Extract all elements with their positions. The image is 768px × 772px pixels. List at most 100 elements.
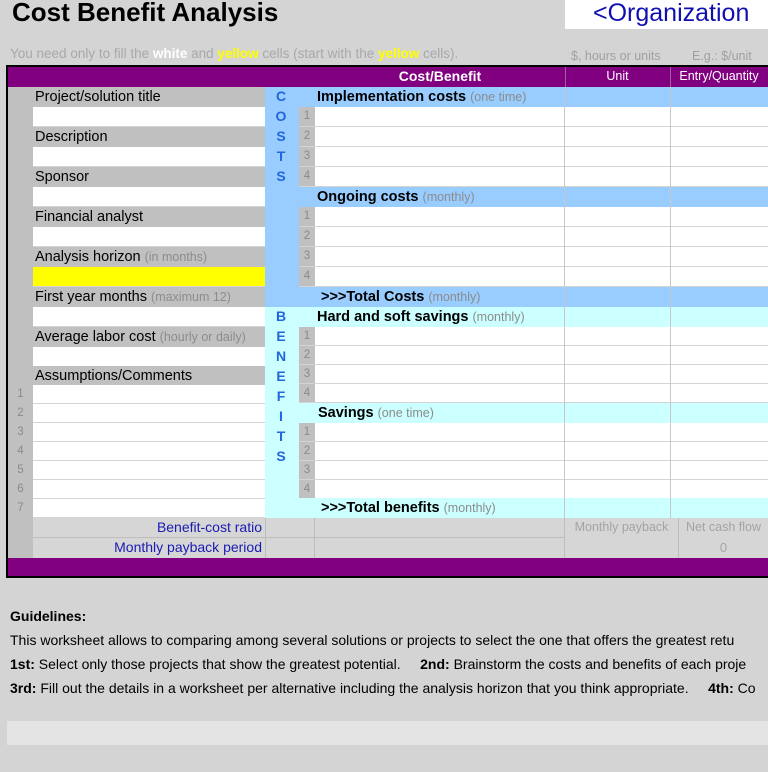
ongoing-cost-row[interactable] <box>315 267 768 286</box>
net-cash-flow-value: 0 <box>719 540 728 555</box>
costs-letter: S <box>276 128 286 144</box>
assumption-number: 4 <box>17 445 24 457</box>
benefits-letter: N <box>275 348 287 364</box>
page-title: Cost Benefit Analysis <box>12 0 279 27</box>
benefits-letter: E <box>276 328 286 344</box>
benefits-letter: S <box>276 448 286 464</box>
row-number: 2 <box>299 346 315 364</box>
savings-row[interactable] <box>315 480 768 498</box>
savings-label: Savings (one time) <box>318 405 434 421</box>
savings-row[interactable] <box>315 442 768 460</box>
row-number: 3 <box>299 247 315 266</box>
field-label-analysis-horizon: Analysis horizon (in months) <box>8 247 265 267</box>
costs-side-band <box>265 107 299 187</box>
total-costs-row <box>265 287 768 307</box>
title-input[interactable] <box>33 107 265 126</box>
benefits-side-band <box>265 307 299 518</box>
total-costs-label: >>>Total Costs (monthly) <box>321 289 481 305</box>
field-label-title: Project/solution title <box>8 87 265 107</box>
assumption-number: 3 <box>17 426 24 438</box>
hard-soft-savings-row[interactable] <box>315 384 768 402</box>
hard-soft-savings-label: Hard and soft savings (monthly) <box>317 309 525 325</box>
ongoing-costs-header <box>265 187 768 207</box>
financial-analyst-input[interactable] <box>33 227 265 246</box>
bottom-strip <box>7 721 768 745</box>
table-header-bar <box>8 67 768 87</box>
implementation-cost-row[interactable] <box>315 127 768 146</box>
row-number: 1 <box>299 107 315 126</box>
ongoing-cost-row[interactable] <box>315 227 768 246</box>
assumption-number: 2 <box>17 407 24 419</box>
row-number: 4 <box>299 167 315 186</box>
ongoing-costs-label: Ongoing costs (monthly) <box>317 189 475 205</box>
field-label-first-year-months: First year months (maximum 12) <box>8 287 265 307</box>
assumption-row[interactable] <box>33 461 265 479</box>
average-labor-cost-input[interactable] <box>33 347 265 366</box>
analysis-horizon-input[interactable] <box>33 267 265 286</box>
net-cash-flow-label: Net cash flow <box>685 520 762 534</box>
implementation-cost-row[interactable] <box>315 107 768 126</box>
savings-row[interactable] <box>315 461 768 479</box>
assumption-number: 7 <box>17 502 24 514</box>
assumption-row[interactable] <box>33 442 265 460</box>
monthly-payback-period-label: Monthly payback period <box>114 539 262 555</box>
first-year-months-input[interactable] <box>33 307 265 326</box>
ongoing-cost-row[interactable] <box>315 247 768 266</box>
row-number: 4 <box>299 480 315 498</box>
assumption-row[interactable] <box>33 499 265 517</box>
hard-soft-savings-header <box>299 307 768 327</box>
total-benefits-row <box>299 498 768 518</box>
instruction-text: You need only to fill the white and yell… <box>10 46 458 61</box>
row-number: 2 <box>299 127 315 146</box>
assumption-row[interactable] <box>33 423 265 441</box>
assumption-row[interactable] <box>33 480 265 498</box>
assumption-number: 1 <box>17 388 24 400</box>
ongoing-cost-row[interactable] <box>315 207 768 226</box>
description-input[interactable] <box>33 147 265 166</box>
hard-soft-savings-row[interactable] <box>315 346 768 364</box>
field-label-assumptions: Assumptions/Comments <box>8 366 265 386</box>
assumption-row[interactable] <box>33 385 265 403</box>
hard-soft-savings-row[interactable] <box>315 365 768 383</box>
guidelines-intro: This worksheet allows to comparing among… <box>10 632 735 648</box>
benefits-letter: I <box>279 408 283 424</box>
implementation-costs-label: Implementation costs (one time) <box>317 89 527 105</box>
row-number: 4 <box>299 384 315 402</box>
costs-letter: S <box>276 168 286 184</box>
header-entry-quantity: Entry/Quantity <box>679 69 759 83</box>
assumption-number: 5 <box>17 464 24 476</box>
left-margin <box>8 87 33 558</box>
hint-yellow-word: yellow <box>217 46 259 61</box>
implementation-cost-row[interactable] <box>315 167 768 186</box>
savings-row[interactable] <box>315 423 768 441</box>
benefit-cost-ratio-label: Benefit-cost ratio <box>156 519 262 535</box>
row-number: 3 <box>299 365 315 383</box>
sponsor-input[interactable] <box>33 187 265 206</box>
implementation-costs-header <box>265 87 768 107</box>
row-number: 1 <box>299 327 315 345</box>
row-number: 3 <box>299 461 315 479</box>
assumption-row[interactable] <box>33 404 265 422</box>
row-number: 1 <box>299 423 315 441</box>
guidelines-steps-3-4: 3rd: Fill out the details in a worksheet… <box>10 680 756 696</box>
worksheet-frame <box>6 65 768 578</box>
table-footer-bar <box>8 558 768 576</box>
organization-cell[interactable]: <Organization <box>565 0 768 29</box>
header-unit: Unit <box>606 69 629 83</box>
hint-part1: You need only to fill the <box>10 46 153 61</box>
header-cost-benefit: Cost/Benefit <box>398 68 482 84</box>
savings-header <box>299 403 768 423</box>
hint-part3: cells (start with the <box>258 46 378 61</box>
benefits-letter: E <box>276 368 286 384</box>
hard-soft-savings-row[interactable] <box>315 327 768 345</box>
field-label-description: Description <box>8 127 265 147</box>
total-benefits-label: >>>Total benefits (monthly) <box>321 500 496 516</box>
implementation-cost-row[interactable] <box>315 147 768 166</box>
costs-letter: T <box>276 148 286 164</box>
benefits-letter: T <box>276 428 286 444</box>
field-label-sponsor: Sponsor <box>8 167 265 187</box>
monthly-payback-label: Monthly payback <box>574 520 669 534</box>
unit-hint: $, hours or units <box>571 49 661 63</box>
row-number: 3 <box>299 147 315 166</box>
row-number: 2 <box>299 442 315 460</box>
